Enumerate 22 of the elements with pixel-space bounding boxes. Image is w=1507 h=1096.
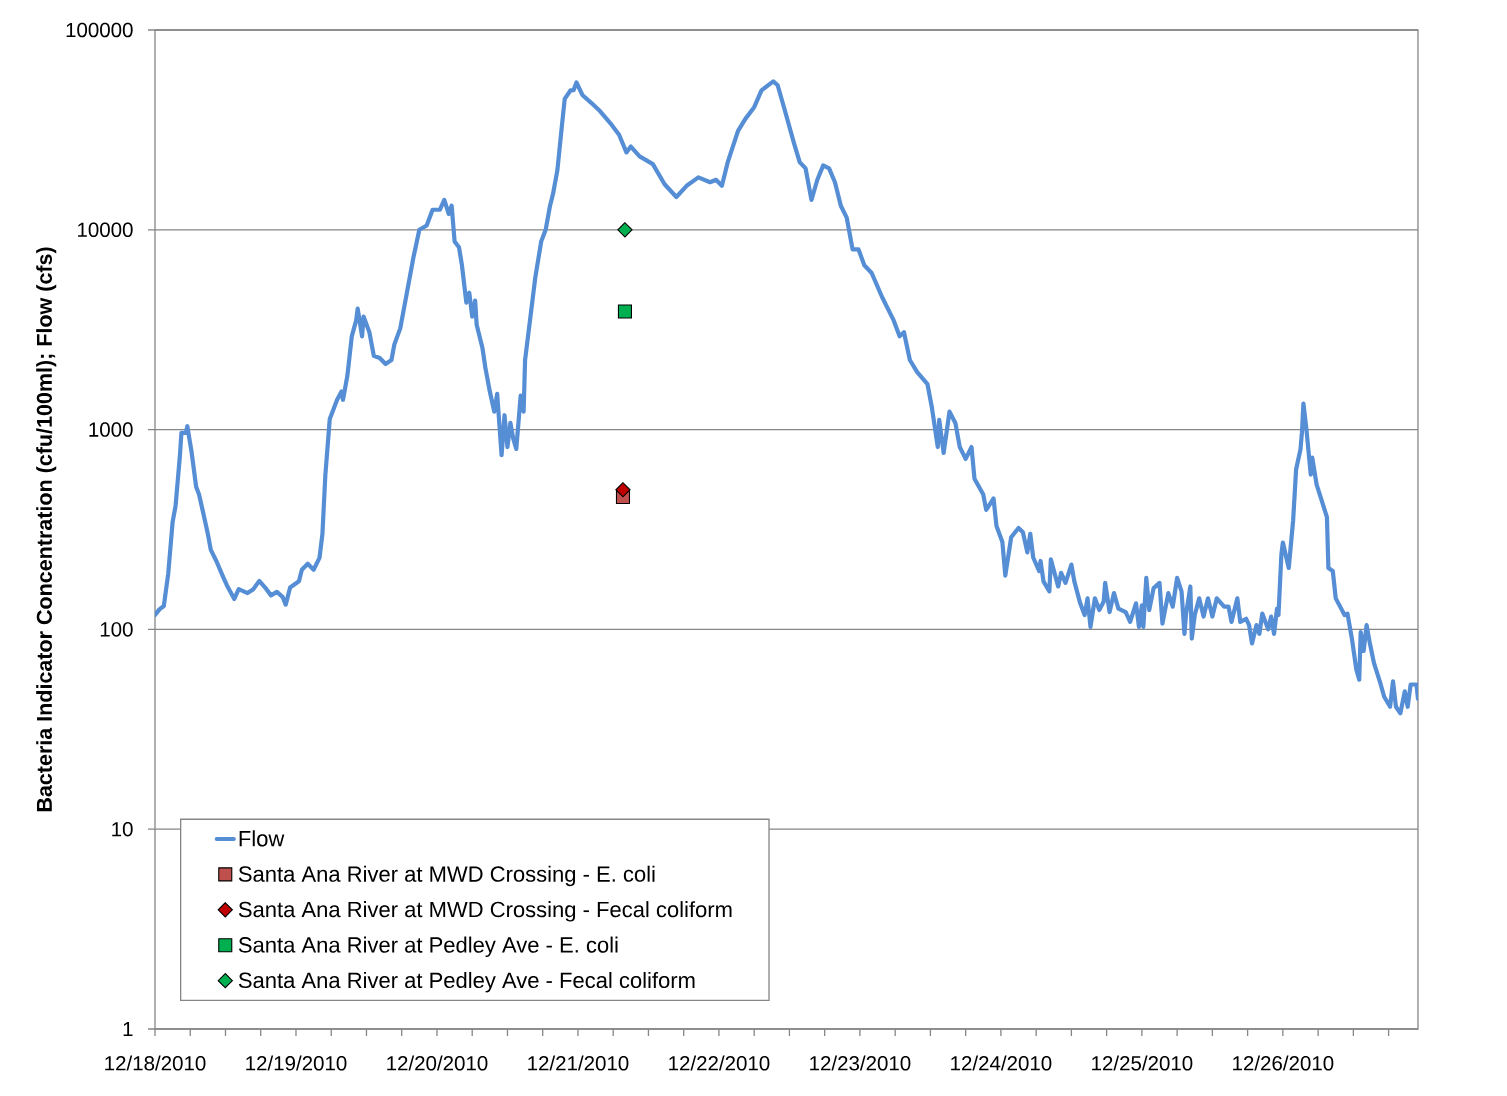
x-tick-label: 12/24/2010 bbox=[951, 1055, 1052, 1071]
y-tick-label: 100000 bbox=[66, 22, 133, 38]
x-tick-label: 12/18/2010 bbox=[105, 1055, 206, 1071]
x-tick-label: 12/20/2010 bbox=[387, 1055, 488, 1071]
legend-label: Flow bbox=[239, 830, 285, 847]
legend-label: Santa Ana River at MWD Crossing - E. coli bbox=[238, 865, 655, 887]
y-tick-label: 1000 bbox=[89, 422, 133, 437]
legend-label: Santa Ana River at Pedley Ave - Fecal coliform bbox=[238, 971, 695, 993]
y-tick-label: 10 bbox=[112, 821, 133, 837]
x-tick-label: 12/21/2010 bbox=[528, 1055, 629, 1071]
x-tick-label: 12/22/2010 bbox=[669, 1055, 770, 1071]
y-tick-label: 10000 bbox=[78, 222, 133, 238]
legend-label: Santa Ana River at Pedley Ave - E. coli bbox=[238, 936, 618, 958]
legend-label: Santa Ana River at MWD Crossing - Fecal coliform bbox=[238, 901, 732, 922]
x-tick-label: 12/19/2010 bbox=[246, 1055, 347, 1071]
y-tick-label: 100 bbox=[100, 622, 133, 637]
line-series bbox=[155, 79, 1418, 716]
y-tick-label: 1 bbox=[123, 1021, 133, 1037]
x-tick-label: 12/26/2010 bbox=[1233, 1055, 1334, 1071]
y-axis-title: Bacteria Indicator Concentration (cfu/100ml); Flow (cfs) bbox=[36, 247, 57, 812]
x-tick-label: 12/23/2010 bbox=[810, 1055, 911, 1071]
x-tick-label: 12/25/2010 bbox=[1092, 1055, 1193, 1071]
